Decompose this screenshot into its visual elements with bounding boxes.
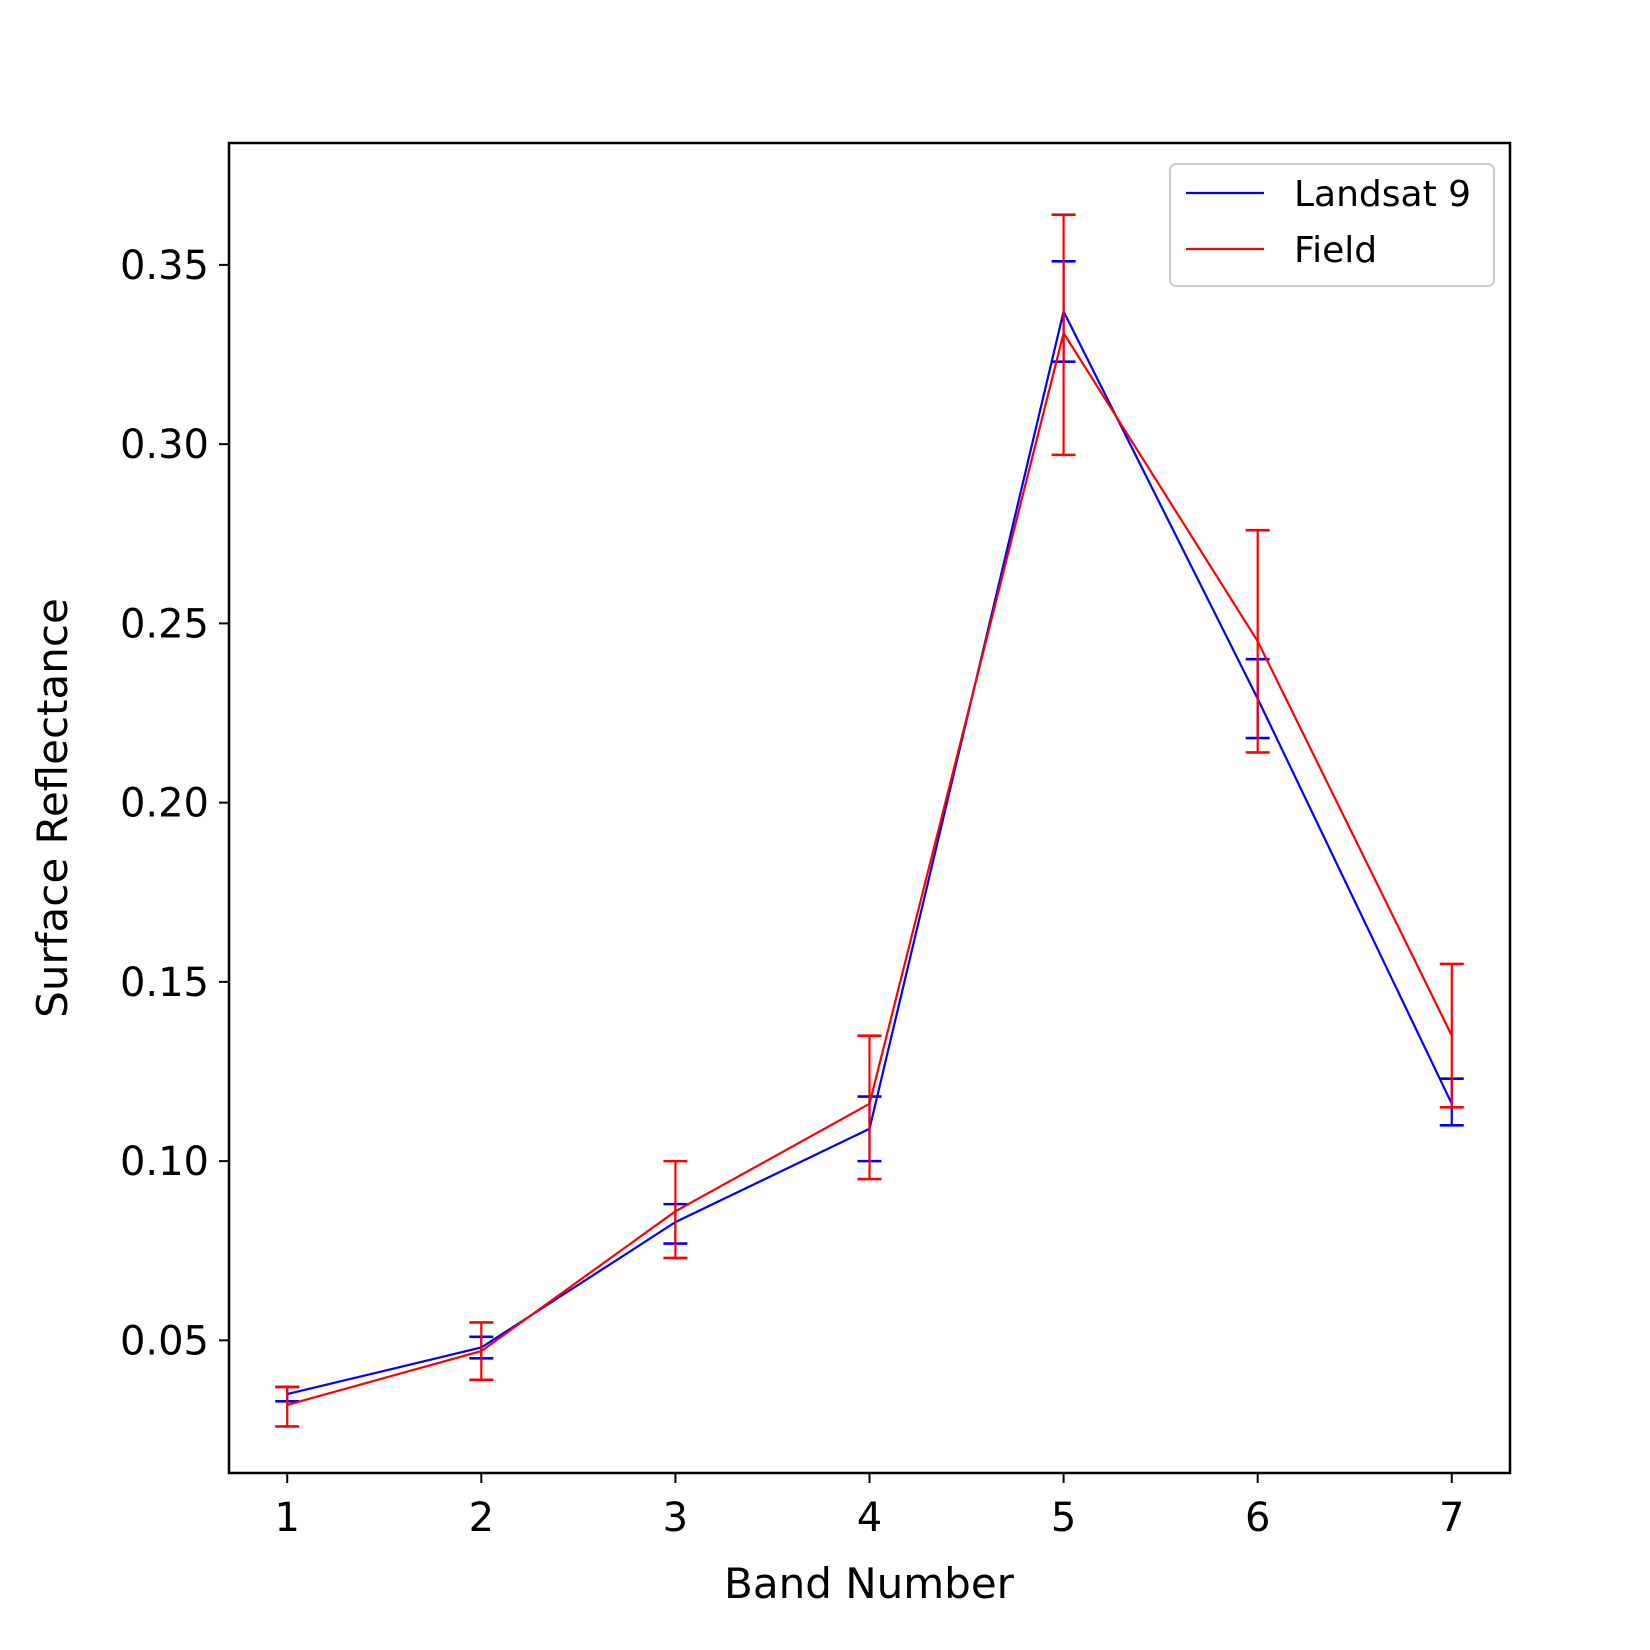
y-tick-label: 0.25 <box>120 601 209 647</box>
x-tick-label: 1 <box>275 1495 300 1541</box>
x-tick-label: 3 <box>663 1495 688 1541</box>
x-tick-label: 4 <box>857 1495 882 1541</box>
y-tick-label: 0.30 <box>120 422 209 468</box>
x-tick-label: 6 <box>1245 1495 1270 1541</box>
x-axis: 1 2 3 4 5 6 7 <box>275 1473 1464 1541</box>
error-bar <box>663 1159 688 1260</box>
legend-box <box>1169 163 1495 287</box>
error-bar <box>469 1321 494 1382</box>
error-bar <box>1439 962 1464 1109</box>
x-tick-label: 7 <box>1439 1495 1464 1541</box>
x-tick-label: 2 <box>469 1495 494 1541</box>
y-tick-label: 0.15 <box>120 960 209 1006</box>
y-axis-label: Surface Reflectance <box>28 598 77 1018</box>
x-tick-label: 5 <box>1051 1495 1076 1541</box>
legend-label: Landsat 9 <box>1294 174 1471 215</box>
x-axis-label: Band Number <box>724 1559 1015 1608</box>
error-bar <box>1051 213 1076 457</box>
y-tick-label: 0.20 <box>120 781 209 827</box>
plot-area <box>275 213 1464 1428</box>
y-tick-label: 0.35 <box>120 243 209 289</box>
error-bar <box>1245 528 1270 754</box>
y-axis: 0.05 0.10 0.15 0.20 0.25 0.30 0.35 <box>120 243 229 1364</box>
legend: Landsat 9 Field <box>1169 163 1495 287</box>
legend-label: Field <box>1294 230 1377 271</box>
error-bar <box>275 1385 300 1428</box>
error-bar <box>857 1034 882 1181</box>
y-tick-label: 0.10 <box>120 1139 209 1185</box>
y-tick-label: 0.05 <box>120 1318 209 1364</box>
